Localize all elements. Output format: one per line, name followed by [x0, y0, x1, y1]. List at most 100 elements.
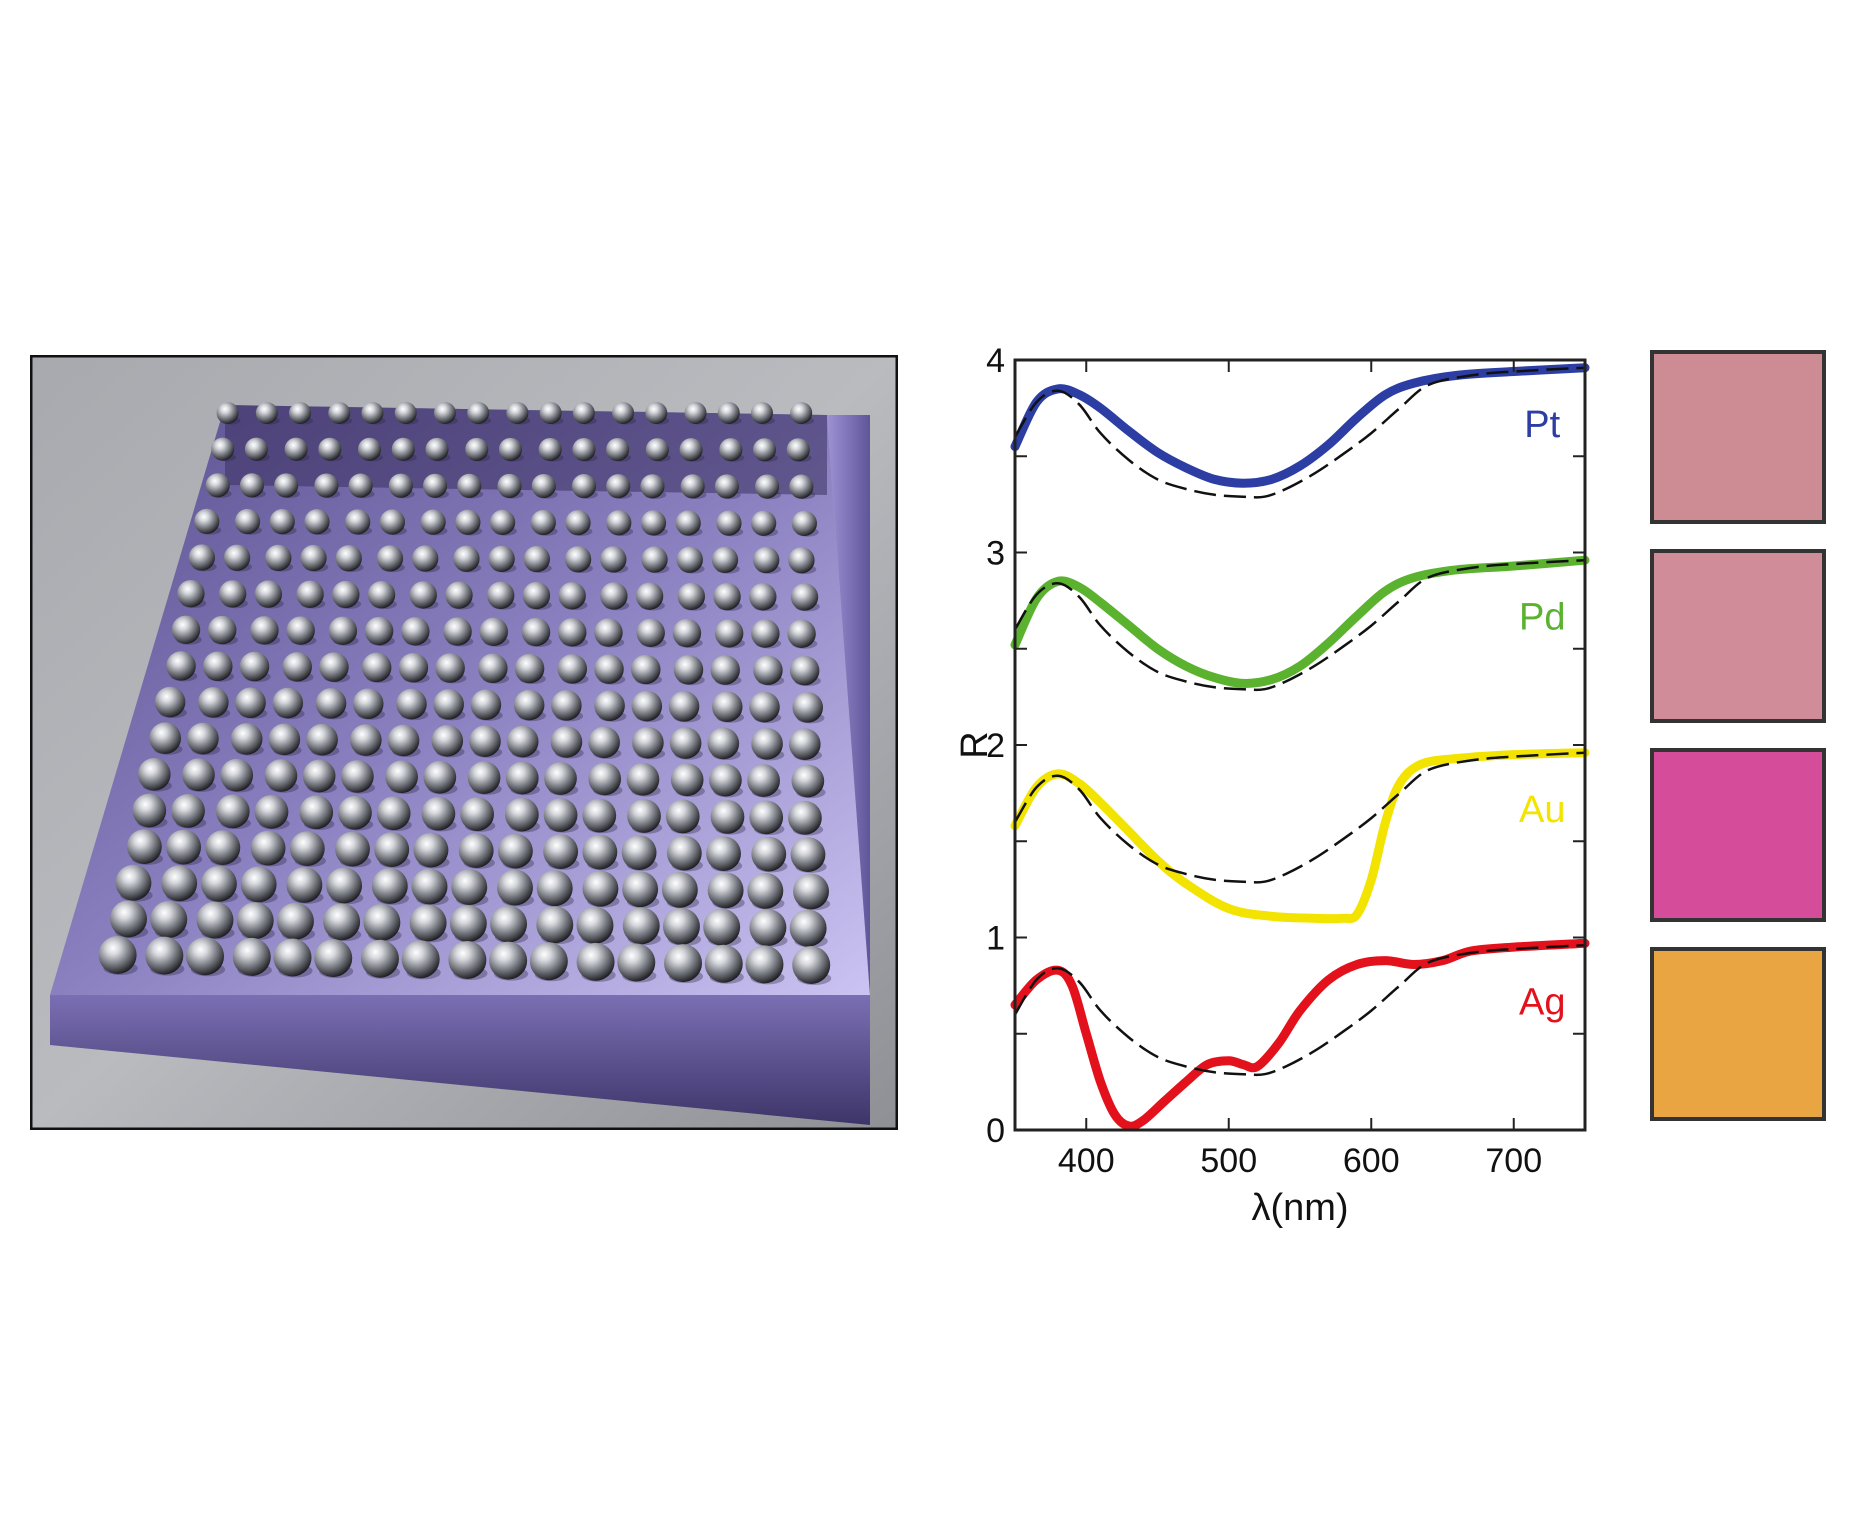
nanosphere: [235, 687, 266, 718]
nanosphere: [379, 509, 406, 535]
nanosphere: [268, 723, 301, 756]
slab-back-shadow: [225, 405, 827, 495]
nanosphere: [166, 829, 202, 865]
slab-right-face: [827, 415, 870, 995]
nanosphere: [588, 762, 622, 796]
nanosphere: [751, 619, 780, 648]
nanosphere: [470, 689, 502, 720]
nanosphere: [385, 760, 418, 794]
nanosphere: [220, 758, 254, 792]
nanosphere: [203, 651, 233, 681]
color-swatches: [1650, 350, 1840, 1140]
nanosphere: [714, 474, 739, 499]
nanosphere: [704, 944, 743, 983]
nanosphere: [348, 473, 373, 498]
nanosphere: [622, 907, 660, 945]
nanosphere: [367, 581, 396, 609]
nanosphere: [543, 834, 579, 869]
swatch-au: [1650, 748, 1826, 922]
nanosphere: [710, 800, 745, 834]
nanosphere: [487, 581, 515, 609]
nanosphere: [398, 652, 429, 683]
nanosphere: [110, 900, 147, 938]
nanosphere: [396, 688, 427, 720]
nanosphere: [557, 654, 588, 684]
nanosphere: [631, 690, 663, 722]
nanosphere: [421, 796, 456, 831]
nanosphere: [594, 618, 623, 647]
nanosphere: [627, 799, 661, 833]
nanosphere: [433, 402, 456, 424]
nanosphere: [205, 830, 241, 865]
series-line-pt: [1010, 363, 1590, 488]
nanosphere: [514, 653, 545, 684]
nanosphere: [792, 946, 831, 984]
nanosphere: [505, 761, 539, 795]
nanosphere: [413, 832, 449, 868]
nanosphere: [677, 582, 706, 611]
nanosphere: [232, 937, 271, 976]
nanosphere: [458, 833, 494, 868]
chart-svg: Pt Pd Au Ag 400 500 600 700 0 1 2 3 4 λ(nm) R: [954, 342, 1590, 1229]
nanosphere: [600, 582, 628, 610]
nanosphere: [661, 871, 698, 908]
nanosphere: [161, 865, 198, 902]
nanosphere: [188, 544, 215, 571]
nanosphere: [306, 723, 338, 756]
nanosphere: [211, 437, 235, 461]
nanosphere: [401, 617, 430, 646]
nanosphere: [576, 942, 615, 981]
nanosphere: [255, 402, 278, 424]
nanosphere: [453, 545, 480, 572]
nanosphere: [412, 545, 439, 572]
nanosphere: [374, 832, 410, 867]
nanosphere: [498, 437, 522, 461]
nanosphere: [443, 617, 472, 646]
nanosphere: [543, 798, 578, 832]
nanosphere: [411, 868, 448, 905]
nanosphere: [350, 724, 382, 756]
nanosphere: [711, 546, 739, 573]
nanosphere: [788, 547, 815, 574]
nanosphere: [531, 473, 556, 499]
nanosphere: [791, 510, 818, 536]
nanosphere: [423, 473, 448, 498]
nanosphere: [666, 835, 702, 871]
nanosphere: [513, 689, 545, 721]
nanosphere: [521, 617, 551, 647]
nanosphere: [182, 758, 215, 792]
nanosphere: [433, 689, 464, 720]
x-tick-label: 400: [1058, 1142, 1115, 1180]
nanosphere: [358, 437, 382, 461]
nanosphere: [640, 510, 667, 536]
nanosphere: [332, 580, 360, 609]
nanosphere: [606, 438, 630, 462]
nanosphere: [710, 655, 740, 685]
y-tick-label: 0: [986, 1112, 1005, 1150]
nanosphere: [665, 799, 700, 834]
nanosphere: [747, 872, 784, 909]
swatch-ag: [1650, 947, 1826, 1121]
nanosphere: [388, 473, 413, 498]
nanosphere: [786, 438, 810, 462]
nanosphere: [621, 835, 657, 870]
nanosphere: [572, 402, 595, 424]
nanosphere: [622, 871, 659, 908]
nanosphere: [387, 724, 420, 757]
nanosphere: [751, 510, 777, 536]
nanosphere: [582, 798, 617, 833]
nanosphere: [289, 402, 312, 424]
nanosphere: [445, 581, 473, 609]
nanosphere: [490, 905, 528, 943]
nanosphere: [239, 473, 265, 498]
nanosphere: [636, 618, 665, 647]
nanosphere: [498, 833, 533, 869]
nanosphere: [239, 651, 270, 682]
nanosphere: [154, 686, 186, 718]
nanosphere: [187, 722, 219, 755]
nanosphere: [640, 474, 665, 499]
nanosphere: [668, 691, 700, 722]
nanosphere: [234, 508, 261, 535]
nanosphere: [338, 795, 372, 830]
nanosphere: [376, 796, 411, 831]
